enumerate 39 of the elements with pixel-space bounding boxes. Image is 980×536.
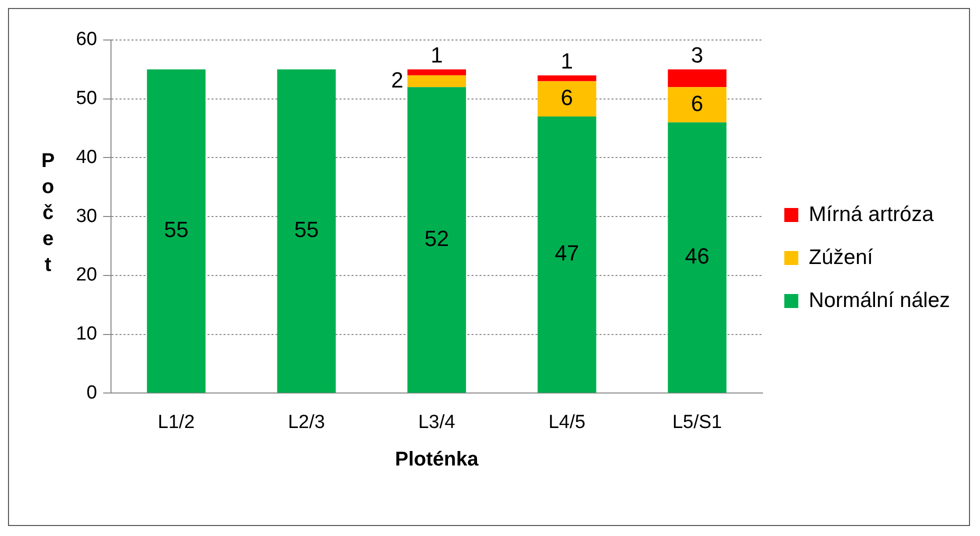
bar: [277, 69, 336, 393]
legend-label: Normální nález: [808, 288, 950, 312]
data-label: 55: [164, 217, 188, 242]
bar: [668, 122, 726, 393]
bar: [407, 87, 466, 393]
data-label: 6: [560, 84, 574, 110]
bar: [538, 116, 596, 393]
x-tick-label: L1/2: [158, 412, 195, 433]
bar: [407, 69, 466, 76]
x-tick-label: L2/3: [288, 412, 325, 433]
data-label: 6: [691, 90, 704, 116]
x-tick-label: L4/5: [548, 412, 586, 433]
bar: [538, 81, 596, 117]
bar: [668, 69, 726, 88]
y-tick-label: 0: [86, 382, 98, 404]
bar: [668, 87, 726, 122]
data-label: 46: [684, 244, 710, 269]
data-label: 2: [391, 67, 404, 92]
bar: [538, 75, 596, 82]
bar: [146, 69, 206, 393]
legend-label: Zúžení: [808, 246, 874, 269]
y-axis-title: Počet: [36, 150, 59, 280]
data-label: 3: [691, 42, 704, 68]
data-label: 1: [430, 42, 443, 68]
legend-label: Mírná artróza: [808, 202, 934, 226]
y-tick-label: 40: [76, 146, 98, 168]
data-label: 47: [554, 240, 580, 266]
bar: [407, 75, 466, 88]
x-tick-label: L3/4: [418, 412, 456, 433]
data-label: 1: [560, 48, 574, 74]
y-tick-label: 10: [76, 324, 98, 345]
data-label: 52: [424, 226, 449, 251]
x-axis-title: Ploténka: [395, 448, 480, 471]
y-tick-label: 30: [76, 206, 98, 227]
x-tick-label: L5/S1: [672, 412, 722, 433]
data-label: 55: [294, 217, 319, 242]
y-tick-label: 20: [76, 264, 98, 286]
y-tick-label: 60: [76, 29, 98, 50]
y-tick-label: 50: [76, 88, 98, 110]
